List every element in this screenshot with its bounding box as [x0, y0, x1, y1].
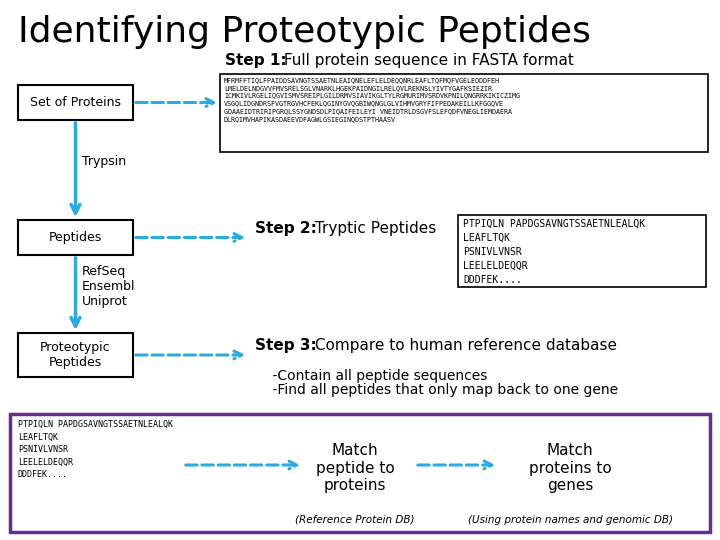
- Text: (Using protein names and genomic DB): (Using protein names and genomic DB): [467, 515, 672, 525]
- Text: Compare to human reference database: Compare to human reference database: [310, 338, 617, 353]
- Text: Set of Proteins: Set of Proteins: [30, 96, 121, 109]
- Text: Step 1:: Step 1:: [225, 53, 287, 68]
- Text: Trypsin: Trypsin: [81, 156, 125, 168]
- Text: Match
proteins to
genes: Match proteins to genes: [528, 443, 611, 493]
- Bar: [220, 74, 708, 152]
- Text: PTPIQLN PAPDGSAVNGTSSAETNLEALQK
LEAFLTQK
PSNIVLVNSR
LEELELDEQQR
DDDFEK....: PTPIQLN PAPDGSAVNGTSSAETNLEALQK LEAFLTQK…: [463, 219, 645, 285]
- Text: RefSeq
Ensembl
Uniprot: RefSeq Ensembl Uniprot: [81, 265, 135, 307]
- Text: -Contain all peptide sequences: -Contain all peptide sequences: [255, 369, 487, 383]
- Text: PTPIQLN PAPDGSAVNGTSSAETNLEALQK
LEAFLTQK
PSNIVLVNSR
LEELELDEQQR
DDDFEK....: PTPIQLN PAPDGSAVNGTSSAETNLEALQK LEAFLTQK…: [18, 420, 173, 479]
- Bar: [10, 414, 710, 532]
- Text: MFRMFFTIQLFPAIDDSAVNGTSSAETNLEAIQNELEFLELDEQQNRLEAFLTQFMQFVGELEODDFEH
LMELDELNDG: MFRMFFTIQLFPAIDDSAVNGTSSAETNLEAIQNELEFLE…: [224, 77, 520, 122]
- Text: Proteotypic
Peptides: Proteotypic Peptides: [40, 341, 111, 369]
- Bar: [18, 85, 133, 120]
- Text: Step 2:: Step 2:: [255, 220, 317, 235]
- Bar: [18, 220, 133, 255]
- Bar: [18, 333, 133, 377]
- Text: Match
peptide to
proteins: Match peptide to proteins: [315, 443, 395, 493]
- Bar: [458, 215, 706, 287]
- Text: Full protein sequence in FASTA format: Full protein sequence in FASTA format: [279, 53, 574, 68]
- Text: Peptides: Peptides: [49, 231, 102, 244]
- Text: -Find all peptides that only map back to one gene: -Find all peptides that only map back to…: [255, 383, 618, 397]
- Text: Identifying Proteotypic Peptides: Identifying Proteotypic Peptides: [18, 15, 591, 49]
- Text: Step 3:: Step 3:: [255, 338, 317, 353]
- Text: Tryptic Peptides: Tryptic Peptides: [310, 220, 436, 235]
- Text: (Reference Protein DB): (Reference Protein DB): [295, 515, 415, 525]
